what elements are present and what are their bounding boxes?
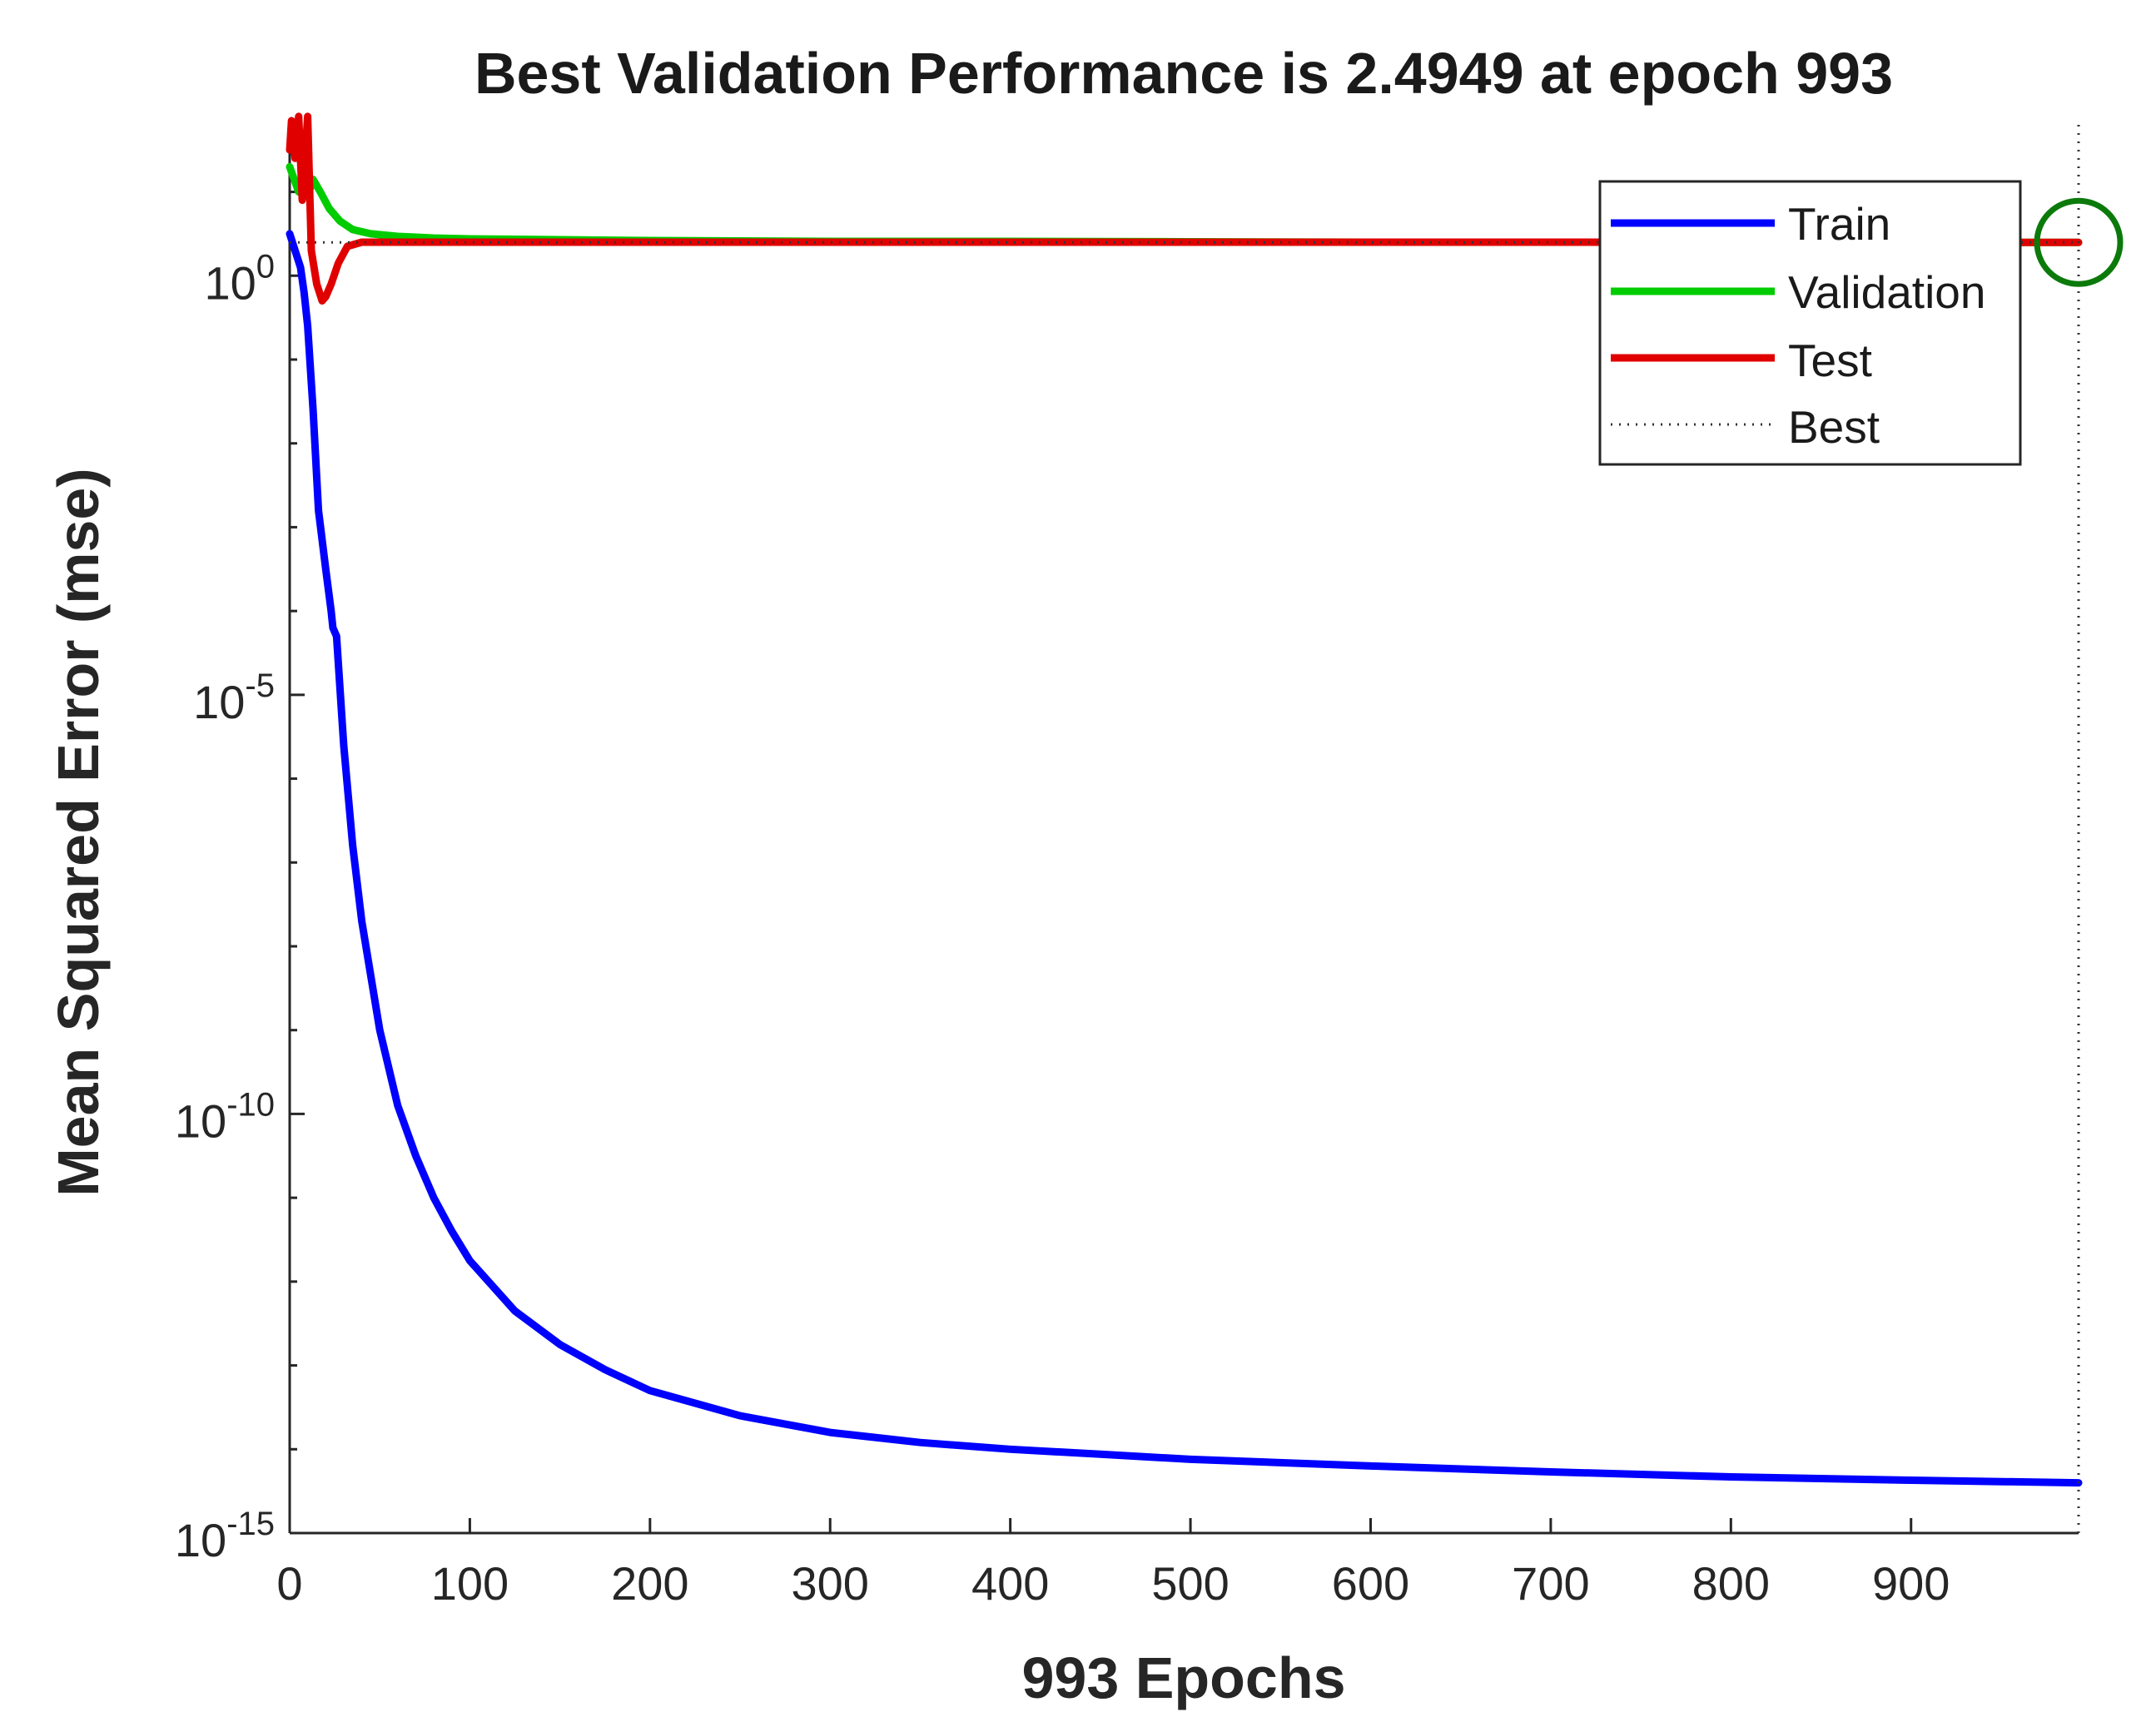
legend-label-validation: Validation — [1788, 266, 1985, 318]
best-marker-circle — [2034, 197, 2124, 287]
y-tick-label: 10-15 — [175, 1506, 275, 1566]
legend-label-train: Train — [1788, 198, 1890, 250]
x-tick-label: 400 — [971, 1557, 1049, 1610]
x-tick-label: 700 — [1512, 1557, 1589, 1610]
y-axis-label: Mean Squared Error (mse) — [46, 468, 111, 1196]
x-ticks: 0 100 200 300 400 500 600 700 800 900 — [276, 1518, 1950, 1610]
y-ticks: 100 10-5 10-10 10-15 — [175, 191, 305, 1566]
x-tick-label: 0 — [276, 1557, 302, 1610]
legend: Train Validation Test Best — [1598, 180, 2022, 466]
x-tick-label: 600 — [1332, 1557, 1409, 1610]
x-tick-label: 100 — [431, 1557, 509, 1610]
x-tick-label: 800 — [1692, 1557, 1770, 1610]
x-tick-label: 300 — [792, 1557, 869, 1610]
x-tick-label: 500 — [1151, 1557, 1229, 1610]
x-axis-label: 993 Epochs — [1021, 1645, 1345, 1710]
plot-area: 0 100 200 300 400 500 600 700 800 900 100 10-5 10-1… — [175, 112, 2124, 1610]
x-tick-label: 900 — [1872, 1557, 1950, 1610]
x-tick-label: 200 — [611, 1557, 688, 1610]
y-tick-label: 100 — [204, 248, 275, 309]
series-line-train — [286, 230, 2083, 1487]
legend-box — [1598, 180, 2022, 466]
legend-label-test: Test — [1788, 335, 1872, 386]
chart-title: Best Validation Performance is 2.4949 at… — [474, 41, 1893, 106]
legend-label-best: Best — [1788, 401, 1880, 453]
y-tick-label: 10-10 — [175, 1086, 275, 1147]
y-tick-label: 10-5 — [193, 667, 275, 728]
